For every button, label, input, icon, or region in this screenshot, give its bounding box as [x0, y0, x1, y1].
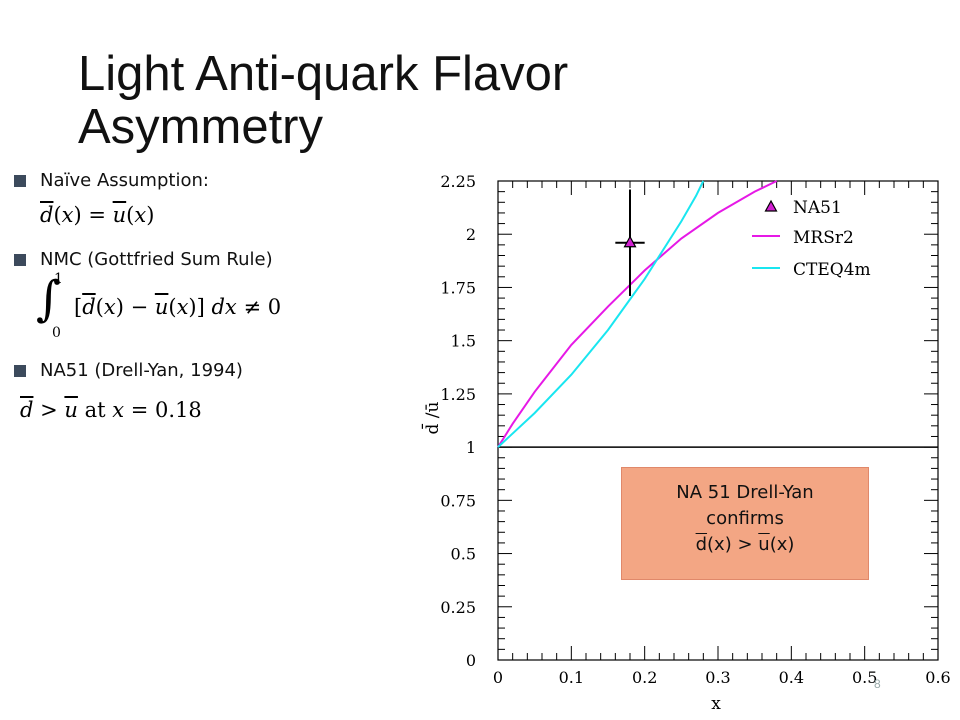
bullet-na51: NA51 (Drell-Yan, 1994)	[14, 360, 243, 381]
callout-line1: NA 51 Drell-Yan	[676, 482, 814, 503]
data-point-na51	[623, 235, 637, 248]
axis-tick-labels: 0 0.1 0.2 0.3 0.4 0.5 0.6 0 0.25 0.5 0.75 1 1.25 1.5 1…	[440, 172, 950, 687]
chart-legend: NA51 MRSr2 CTEQ4m	[752, 198, 871, 280]
series-line-mrsr2	[497, 180, 778, 448]
callout-ubar: u	[758, 534, 770, 555]
legend-label: NA51	[793, 198, 842, 218]
series-line-cteq4m	[497, 180, 705, 448]
bullet-label: NMC (Gottfried Sum Rule)	[40, 249, 273, 270]
y-tick-label: 0.5	[451, 545, 476, 564]
bullet-label: Naïve Assumption:	[40, 170, 209, 191]
callout-box: NA 51 Drell-Yan confirms d(x) > u(x)	[621, 467, 869, 580]
callout-dbar: d	[695, 534, 708, 555]
bullet-nmc: NMC (Gottfried Sum Rule)	[14, 249, 273, 270]
y-tick-label: 2	[466, 225, 476, 244]
legend-label: MRSr2	[793, 228, 854, 248]
y-axis-label: d̄ /ū	[420, 401, 443, 434]
callout-end: (x)	[769, 534, 795, 555]
x-tick-label: 0	[493, 668, 503, 687]
page-number: 8	[874, 677, 881, 691]
equation-gottfried: ∫ 1 0 [d(x) − u(x)] dx ≠ 0	[36, 271, 282, 341]
axis-ticks	[497, 180, 939, 661]
x-tick-label: 0.2	[632, 668, 657, 687]
y-tick-label: 1.75	[440, 278, 476, 297]
callout-line3: d(x) > u(x)	[622, 532, 868, 558]
x-tick-label: 0.3	[705, 668, 730, 687]
bullet-label: NA51 (Drell-Yan, 1994)	[40, 360, 243, 381]
y-tick-label: 0.75	[440, 491, 476, 510]
slide-title: Light Anti-quark Flavor Asymmetry	[78, 47, 569, 154]
bullet-square-icon	[14, 174, 26, 187]
equation-naive: d(x) = u(x)	[40, 203, 155, 227]
y-tick-label: 1	[466, 438, 476, 457]
y-tick-label: 1.25	[440, 385, 476, 404]
legend-marker-na51	[764, 199, 778, 212]
x-tick-label: 0.5	[852, 668, 877, 687]
bullet-naive-assumption: Naïve Assumption:	[14, 170, 209, 191]
legend-label: CTEQ4m	[793, 260, 871, 280]
equation-na51: d > u at x = 0.18	[20, 398, 202, 422]
data-points	[615, 189, 645, 296]
bullet-square-icon	[14, 253, 26, 266]
x-tick-label: 0.4	[779, 668, 804, 687]
callout-line2: confirms	[706, 508, 784, 529]
callout-mid: (x) >	[707, 534, 759, 555]
model-curves	[497, 180, 778, 448]
x-tick-label: 0.1	[559, 668, 584, 687]
y-tick-label: 0.25	[440, 598, 476, 617]
bullet-square-icon	[14, 364, 26, 377]
x-axis-label: x	[711, 694, 721, 714]
plot-frame	[497, 180, 939, 661]
y-tick-label: 1.5	[451, 332, 476, 351]
x-tick-label: 0.6	[925, 668, 950, 687]
y-tick-label: 2.25	[440, 172, 476, 191]
y-tick-label: 0	[466, 651, 476, 670]
